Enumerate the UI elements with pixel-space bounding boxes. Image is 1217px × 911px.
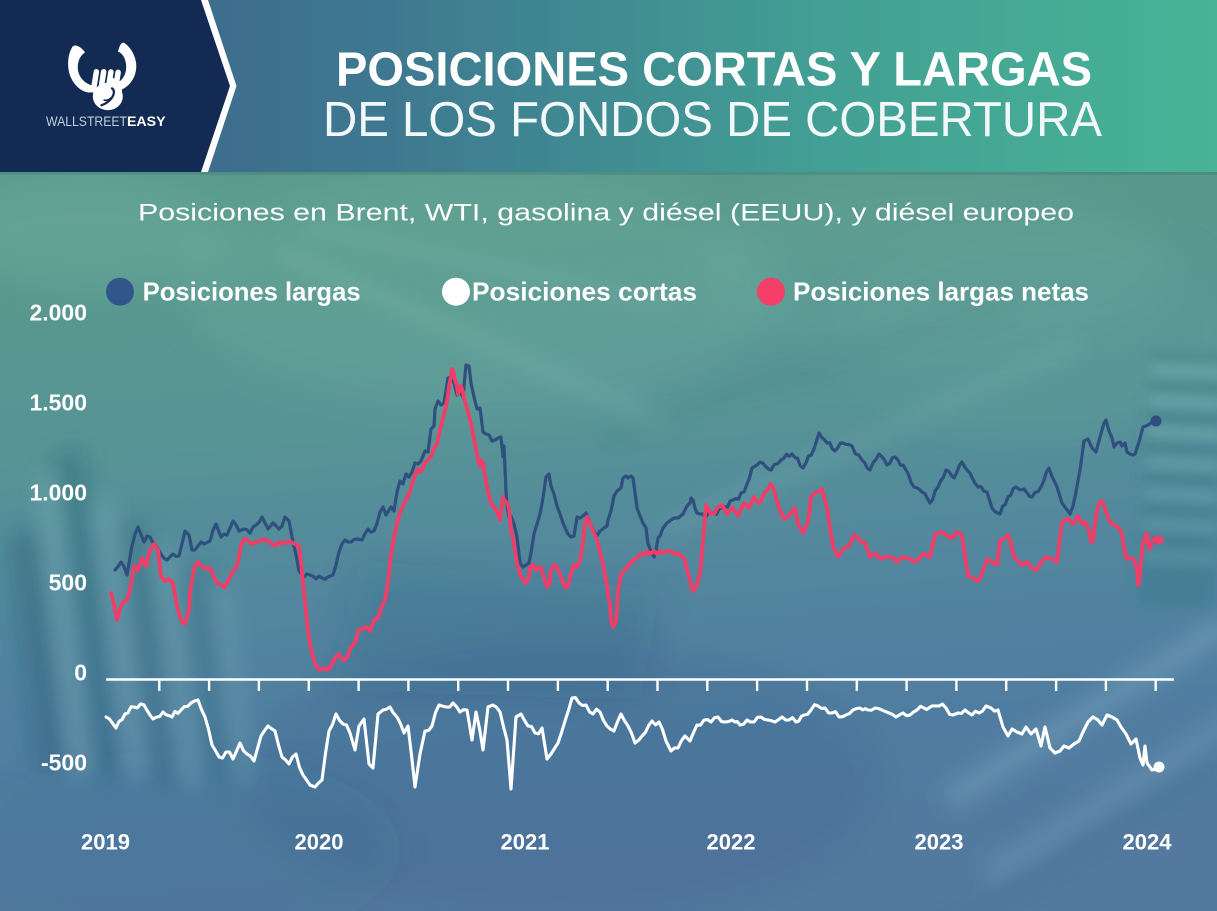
svg-text:2024: 2024 [1123,830,1173,855]
svg-text:2023: 2023 [915,830,964,855]
svg-text:Posiciones largas: Posiciones largas [143,276,361,306]
svg-text:2021: 2021 [501,830,550,855]
svg-text:-500: -500 [41,749,87,775]
svg-text:POSICIONES CORTAS Y LARGAS: POSICIONES CORTAS Y LARGAS [336,44,1092,97]
svg-text:WALLSTREET: WALLSTREET [46,113,127,129]
svg-text:EASY: EASY [127,113,166,129]
svg-text:0: 0 [74,660,87,686]
svg-text:1.000: 1.000 [29,480,87,506]
svg-text:Posiciones largas netas: Posiciones largas netas [793,276,1089,306]
svg-text:2.000: 2.000 [29,299,87,325]
svg-text:500: 500 [49,570,87,596]
svg-text:1.500: 1.500 [29,389,87,415]
svg-text:2022: 2022 [707,830,756,855]
svg-text:Posiciones cortas: Posiciones cortas [472,276,697,306]
svg-text:Posiciones en Brent, WTI, gaso: Posiciones en Brent, WTI, gasolina y dié… [138,200,1074,227]
svg-text:DE LOS FONDOS DE COBERTURA: DE LOS FONDOS DE COBERTURA [323,93,1102,147]
svg-text:2019: 2019 [81,830,130,855]
svg-text:2020: 2020 [295,830,344,855]
